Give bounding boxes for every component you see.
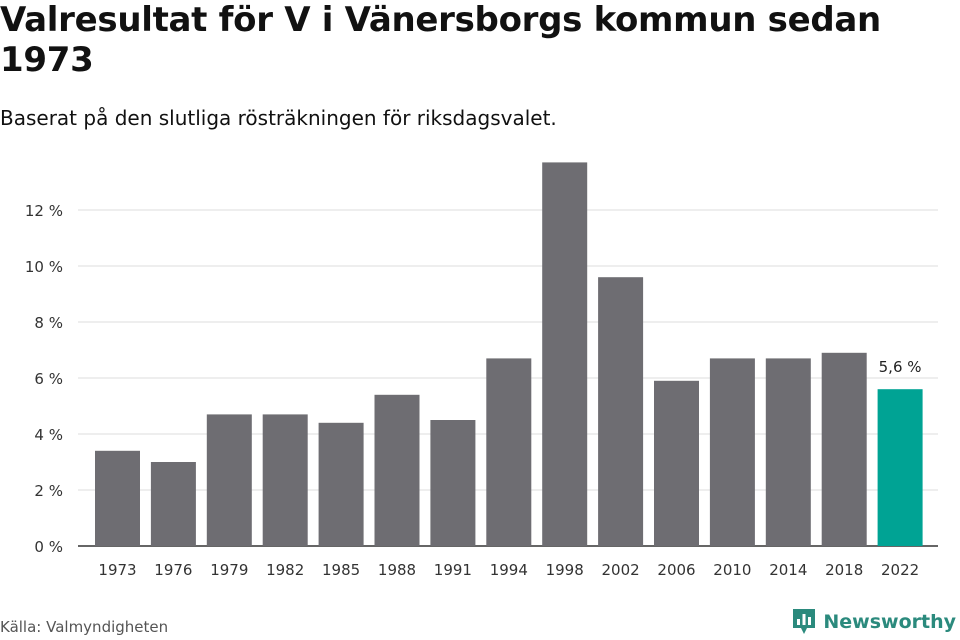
y-tick-label: 0 %: [34, 538, 63, 556]
y-tick-label: 6 %: [34, 370, 63, 388]
bar-chart: 0 % 2 % 4 % 6 % 8 % 10 % 12 % 1973 1976 1979 1982 1…: [25, 162, 938, 579]
bar: [374, 394, 420, 546]
bar: [821, 352, 867, 546]
bar: [430, 420, 476, 546]
x-tick-label: 1979: [210, 561, 248, 579]
chart-subtitle: Baserat på den slutliga rösträkningen fö…: [0, 106, 557, 130]
bars: [95, 162, 923, 546]
x-tick-label: 2014: [769, 561, 807, 579]
x-tick-label: 1994: [490, 561, 528, 579]
y-tick-label: 12 %: [25, 202, 63, 220]
chart-title: Valresultat för V i Vänersborgs kommun s…: [0, 0, 881, 80]
source-note: Källa: Valmyndigheten: [0, 618, 169, 636]
x-tick-label: 1976: [154, 561, 192, 579]
bar: [206, 414, 252, 546]
bar: [654, 380, 699, 546]
x-tick-label: 1991: [434, 561, 472, 579]
x-tick-label: 2018: [825, 561, 863, 579]
bar: [709, 358, 755, 546]
bar: [542, 162, 588, 546]
x-tick-label: 2010: [713, 561, 751, 579]
data-label: 5,6 %: [879, 358, 922, 376]
y-tick-label: 4 %: [34, 426, 63, 444]
x-tick-label: 1973: [98, 561, 136, 579]
x-tick-label: 1985: [322, 561, 360, 579]
bar: [150, 462, 196, 546]
bar: [262, 414, 308, 546]
bar: [877, 389, 923, 546]
x-tick-label: 1988: [378, 561, 416, 579]
bar: [486, 358, 532, 546]
brand-name: Newsworthy: [823, 611, 956, 633]
x-tick-label: 2006: [657, 561, 695, 579]
y-tick-label: 8 %: [34, 314, 63, 332]
bar: [95, 450, 140, 546]
x-tick-label: 2002: [602, 561, 640, 579]
y-tick-label: 2 %: [34, 482, 63, 500]
newsworthy-icon: [793, 609, 816, 634]
bar: [318, 422, 364, 546]
x-tick-label: 1998: [546, 561, 584, 579]
brand-logo: Newsworthy: [791, 608, 956, 636]
y-tick-label: 10 %: [25, 258, 63, 276]
x-tick-label: 2022: [881, 561, 919, 579]
bar: [598, 277, 644, 546]
labels: 0 % 2 % 4 % 6 % 8 % 10 % 12 % 1973 1976 1979 1982 1…: [25, 202, 922, 579]
bar: [765, 358, 811, 546]
x-tick-label: 1982: [266, 561, 304, 579]
